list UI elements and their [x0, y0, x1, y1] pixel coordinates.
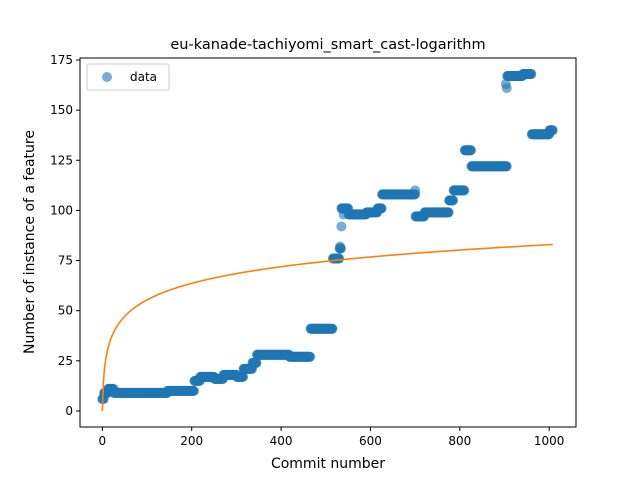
y-tick-label: 125 — [50, 153, 73, 167]
data-point — [327, 323, 338, 334]
legend-marker-data — [102, 72, 112, 82]
data-point — [305, 351, 316, 362]
data-point — [410, 185, 421, 196]
data-point — [338, 209, 349, 220]
data-point — [526, 69, 537, 80]
data-point — [376, 203, 387, 214]
data-point — [459, 185, 470, 196]
fit-line — [101, 243, 553, 411]
data-point — [448, 195, 459, 206]
data-point — [443, 207, 454, 218]
data-point — [251, 357, 262, 368]
x-tick-label: 800 — [448, 434, 471, 448]
data-point — [501, 161, 512, 172]
x-tick-label: 0 — [99, 434, 107, 448]
x-tick-label: 600 — [359, 434, 382, 448]
y-tick-label: 175 — [50, 53, 73, 67]
x-tick-label: 1000 — [534, 434, 565, 448]
data-point — [188, 385, 199, 396]
y-axis-title: Number of instance of a feature — [22, 130, 38, 354]
y-tick-label: 0 — [65, 404, 73, 418]
y-tick-label: 100 — [50, 203, 73, 217]
x-tick-label: 400 — [270, 434, 293, 448]
y-axis: 0 25 50 75 100 125 150 175 — [50, 53, 80, 418]
x-axis: 0 200 400 600 800 1000 — [99, 427, 565, 448]
data-point — [334, 253, 345, 264]
y-tick-label: 25 — [58, 354, 73, 368]
x-axis-title: Commit number — [271, 456, 385, 472]
plot-area — [97, 69, 558, 411]
data-point — [335, 241, 346, 252]
legend: data — [86, 63, 170, 91]
data-point — [465, 145, 476, 156]
legend-box — [86, 63, 170, 91]
data-point — [500, 79, 511, 90]
data-point — [238, 371, 249, 382]
y-tick-label: 75 — [58, 254, 73, 268]
axes-frame — [79, 57, 577, 428]
x-tick-label: 200 — [180, 434, 203, 448]
legend-label-data: data — [130, 70, 157, 84]
data-point — [547, 125, 558, 136]
chart-title: eu-kanade-tachiyomi_smart_cast-logarithm — [170, 37, 485, 53]
y-tick-label: 150 — [50, 103, 73, 117]
y-tick-label: 50 — [58, 304, 73, 318]
data-point — [336, 221, 347, 232]
